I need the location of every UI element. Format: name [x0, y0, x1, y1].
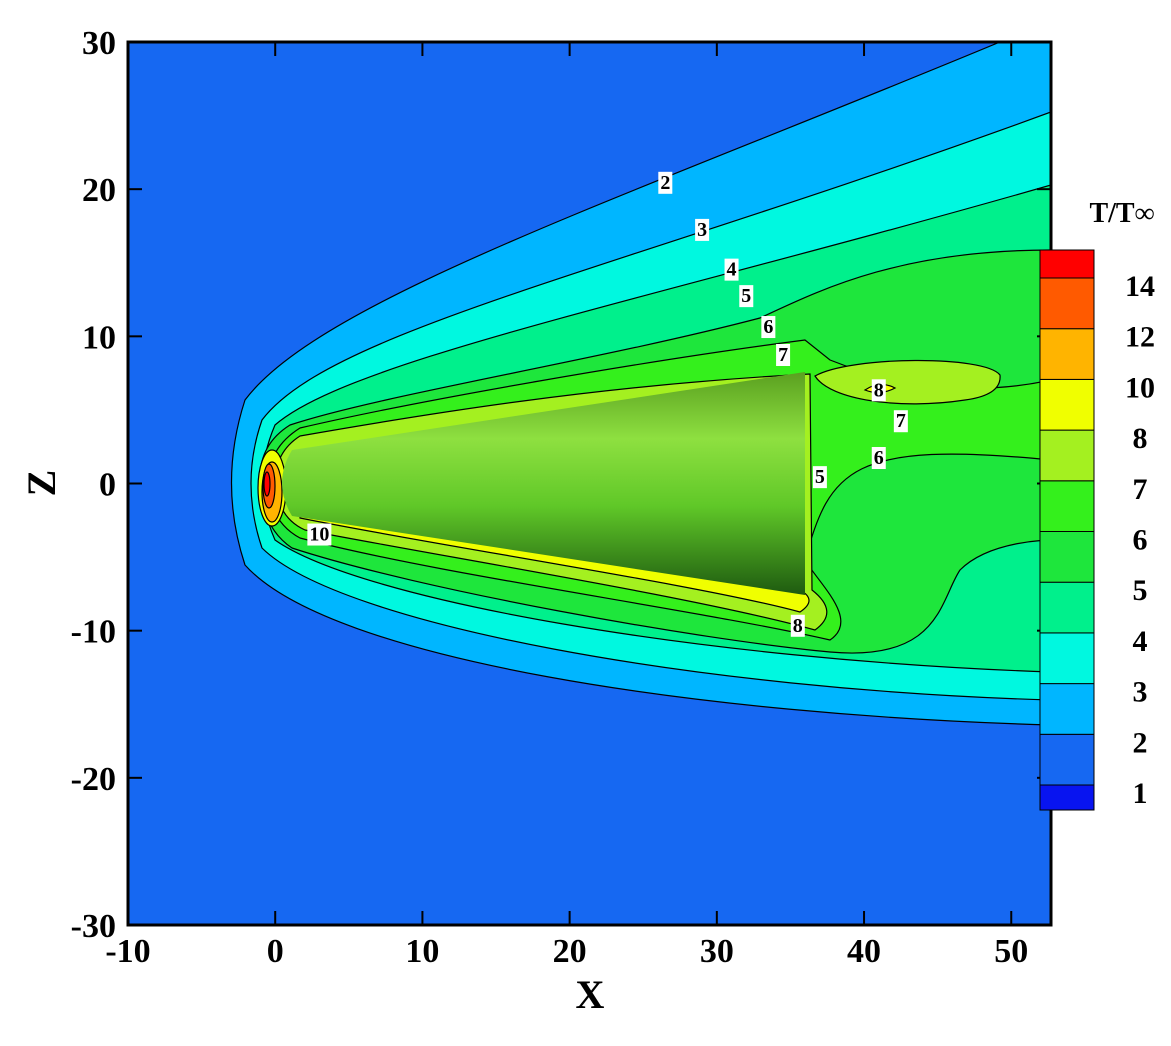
- colorbar-band: [1039, 277, 1095, 330]
- contour-label: 7: [778, 344, 788, 366]
- x-tick-label: 30: [700, 933, 734, 970]
- contour-label: 8: [793, 615, 803, 637]
- y-tick-label: 20: [82, 172, 116, 209]
- contour-label-box: [724, 258, 739, 281]
- contour-label-box: [812, 466, 827, 489]
- contour-label: 8: [874, 379, 884, 401]
- colorbar-band: [1039, 784, 1095, 811]
- contour-label: 5: [741, 285, 751, 307]
- colorbar-label: 14: [1125, 270, 1155, 303]
- contour-label-box: [658, 171, 673, 194]
- contour-label-box: [761, 316, 776, 339]
- colorbar-band: [1039, 328, 1095, 380]
- colorbar-label: 1: [1133, 777, 1148, 810]
- contour-label: 7: [896, 410, 906, 432]
- contour-field: [128, 42, 1051, 925]
- colorbar-band: [1039, 632, 1095, 685]
- colorbar-label: 4: [1133, 625, 1148, 658]
- contour-label: 2: [660, 172, 670, 194]
- x-tick-label: 0: [267, 933, 284, 970]
- colorbar-band: [1039, 378, 1095, 431]
- y-tick-label: -20: [71, 761, 116, 798]
- contour-label-box: [871, 447, 886, 470]
- contour-label: 6: [874, 447, 884, 469]
- contour-label: 3: [697, 219, 707, 241]
- contour-label: 4: [727, 259, 737, 281]
- x-tick-label: 10: [405, 933, 439, 970]
- contour-label: 6: [763, 316, 773, 338]
- cone-body: [282, 372, 805, 595]
- colorbar-label: 10: [1125, 371, 1155, 404]
- contour-label: 5: [815, 466, 825, 488]
- colorbar-label: 12: [1125, 321, 1155, 354]
- colorbar-band: [1039, 531, 1095, 583]
- contour-label-box: [893, 410, 908, 433]
- colorbar-label: 8: [1133, 422, 1148, 455]
- contour-label: 10: [309, 524, 329, 546]
- y-tick-label: -30: [71, 908, 116, 945]
- x-tick-label: -10: [105, 933, 150, 970]
- x-tick-label: 50: [994, 933, 1028, 970]
- colorbar-band: [1039, 249, 1095, 279]
- colorbar-label: 2: [1133, 726, 1148, 759]
- contour-label-box: [790, 614, 805, 637]
- y-axis-label: Z: [19, 470, 64, 497]
- colorbar-label: 7: [1133, 473, 1148, 506]
- y-tick-label: 0: [99, 467, 116, 504]
- y-tick-label: -10: [71, 614, 116, 651]
- contour-label-box: [307, 523, 332, 546]
- y-tick-label: 10: [82, 319, 116, 356]
- x-tick-label: 40: [847, 933, 881, 970]
- x-axis-label: X: [576, 972, 605, 1017]
- colorbar-title: T/T∞: [1089, 198, 1154, 229]
- colorbar-band: [1039, 480, 1095, 532]
- contour-label-box: [871, 379, 886, 402]
- colorbar-band: [1039, 733, 1095, 786]
- contour-region: [814, 359, 1001, 405]
- contour-label-box: [776, 343, 791, 366]
- colorbar-band: [1039, 581, 1095, 634]
- contour-label-box: [695, 218, 710, 241]
- contour-region: [263, 471, 271, 497]
- x-tick-label: 20: [553, 933, 587, 970]
- y-tick-label: 30: [82, 25, 116, 62]
- colorbar-label: 3: [1133, 676, 1148, 709]
- colorbar-band: [1039, 683, 1095, 735]
- colorbar-label: 5: [1133, 574, 1148, 607]
- colorbar-label: 6: [1133, 524, 1148, 557]
- colorbar-band: [1039, 429, 1095, 482]
- contour-label-box: [739, 285, 754, 308]
